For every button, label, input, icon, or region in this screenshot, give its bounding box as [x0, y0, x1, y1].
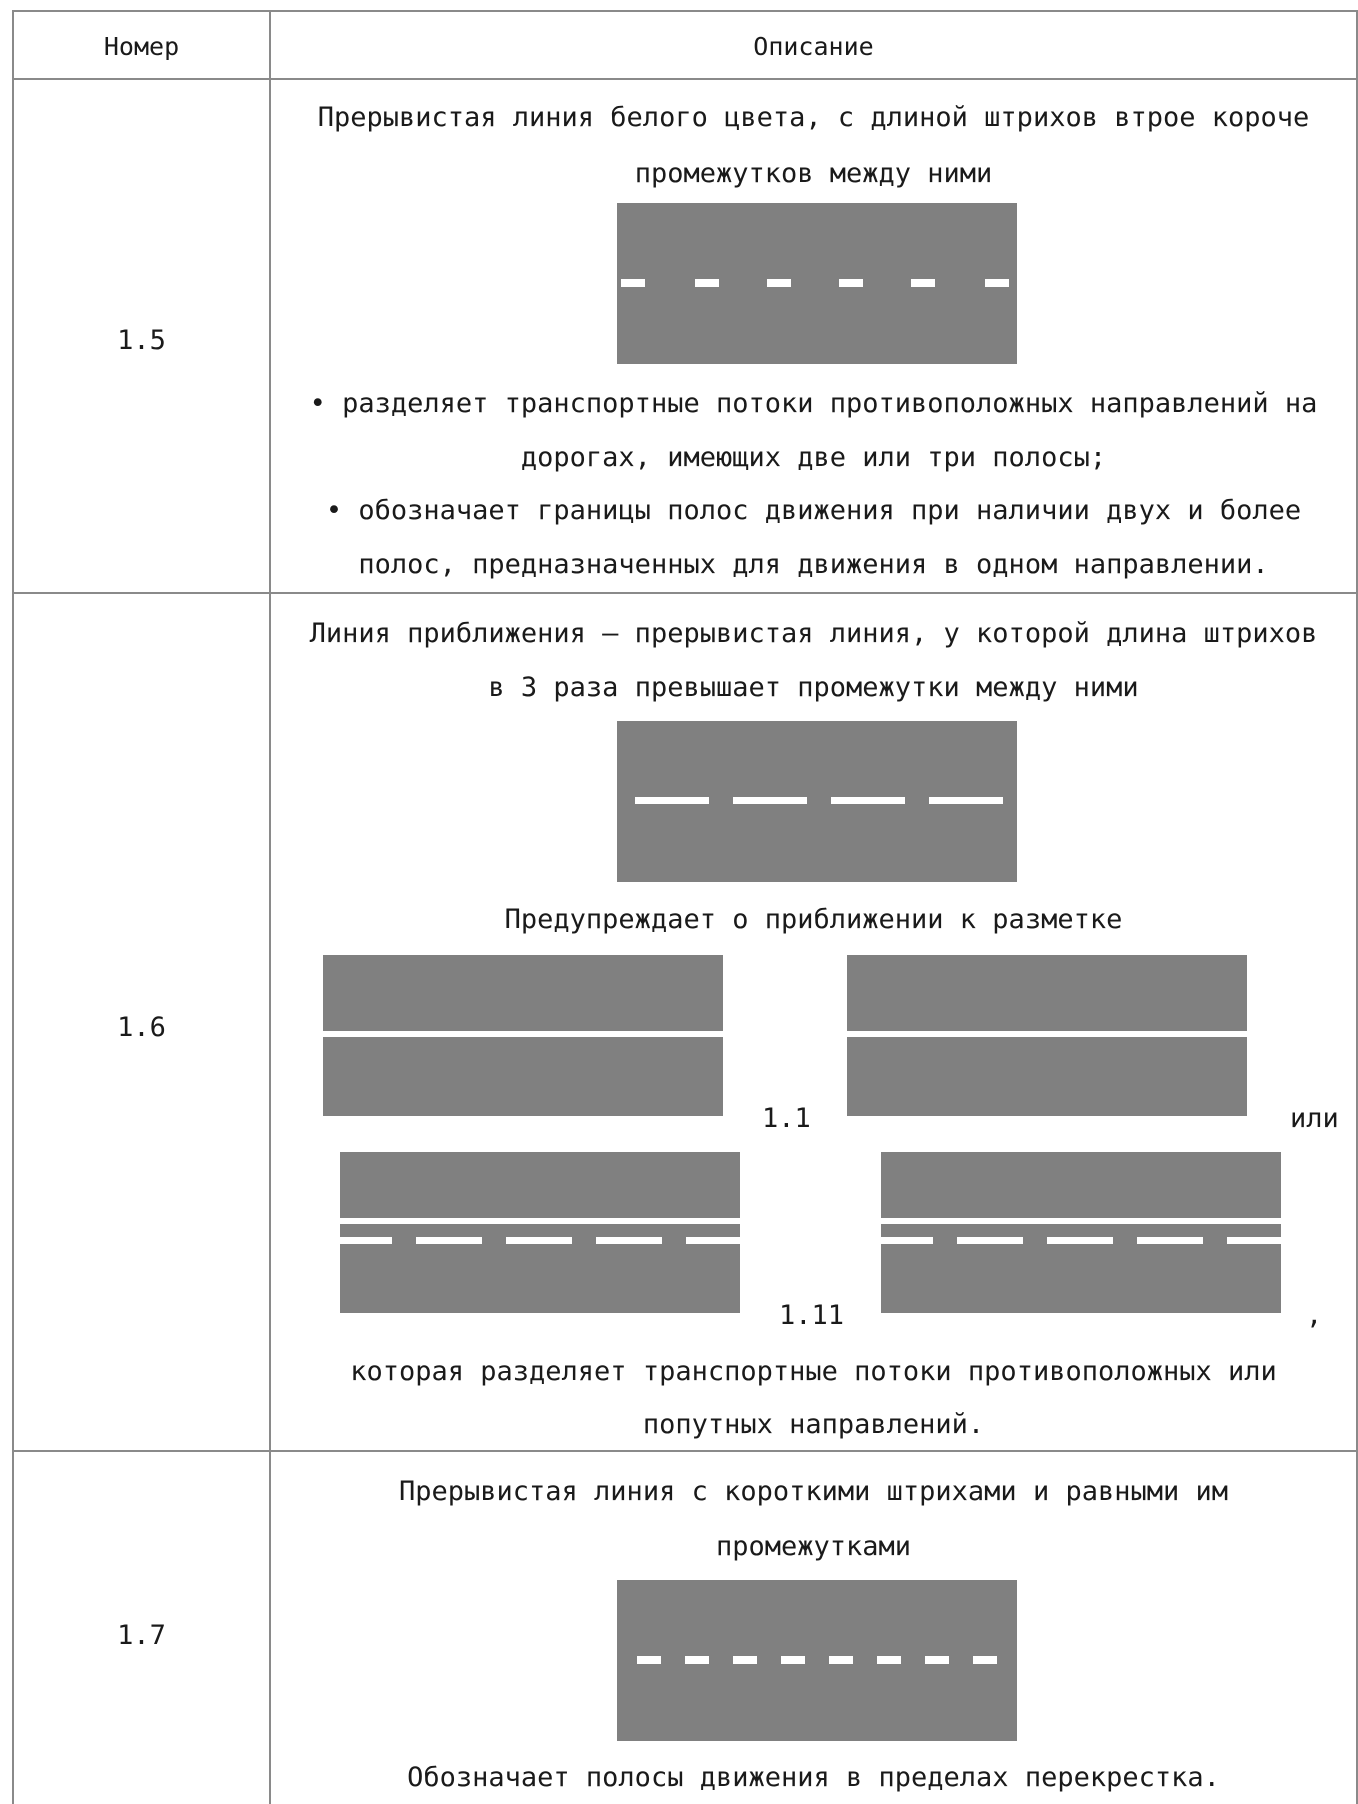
row-number: 1.7 [117, 1620, 166, 1651]
dash-mark [416, 1237, 482, 1244]
header-number: Номер [103, 32, 180, 61]
marking-ref-1-11: 1.11 [779, 1300, 845, 1331]
row-divider-1 [12, 592, 1358, 594]
solid-line-mark [847, 1031, 1247, 1037]
usage-line: дорогах, имеющих две или три полосы; [520, 442, 1107, 473]
road-solid-line-1-1-a [323, 955, 723, 1116]
dash-mark [957, 1237, 1023, 1244]
row-number: 1.6 [117, 1012, 166, 1043]
description-line: Прерывистая линия с короткими штрихами и… [398, 1476, 1229, 1507]
tail-line: которая разделяет транспортные потоки пр… [350, 1356, 1277, 1387]
comma: , [1306, 1300, 1323, 1331]
dash-mark [973, 1656, 997, 1664]
dash-mark [831, 797, 905, 804]
road-combined-line-1-11-b [881, 1152, 1281, 1313]
dash-mark [637, 1656, 661, 1664]
solid-line-mark [340, 1218, 740, 1224]
warning-text: Предупреждает о приближении к разметке [504, 904, 1123, 935]
dash-mark [506, 1237, 572, 1244]
dash-mark [1227, 1237, 1281, 1244]
usage-line: Обозначает полосы движения в пределах пе… [407, 1762, 1220, 1793]
road-combined-line-1-11-a [340, 1152, 740, 1313]
dash-mark [781, 1656, 805, 1664]
dash-mark [621, 279, 645, 287]
usage-line: • разделяет транспортные потоки противоп… [309, 388, 1318, 419]
dash-mark [1047, 1237, 1113, 1244]
description-line: в 3 раза превышает промежутки между ними [488, 672, 1139, 703]
dash-mark [635, 797, 709, 804]
row-number: 1.5 [117, 325, 166, 356]
dash-mark [1137, 1237, 1203, 1244]
dash-mark [733, 1656, 757, 1664]
solid-line-mark [323, 1031, 723, 1037]
table-border-right [1356, 10, 1358, 1804]
road-solid-line-1-1-b [847, 955, 1247, 1116]
table-border-top [12, 10, 1358, 12]
dash-mark [733, 797, 807, 804]
dash-mark [596, 1237, 662, 1244]
dash-mark [686, 1237, 740, 1244]
column-divider [269, 10, 271, 1804]
row-divider-2 [12, 1450, 1358, 1452]
description-line: промежутков между ними [634, 158, 993, 189]
dash-mark [925, 1656, 949, 1664]
dash-mark [929, 797, 1003, 804]
dash-mark [767, 279, 791, 287]
dash-mark [911, 279, 935, 287]
description-line: Линия приближения — прерывистая линия, у… [309, 618, 1318, 649]
dash-mark [877, 1656, 901, 1664]
usage-line: • обозначает границы полос движения при … [325, 495, 1302, 526]
dash-mark [685, 1656, 709, 1664]
dash-mark [985, 279, 1009, 287]
dash-mark [839, 279, 863, 287]
road-illustration-1-7 [617, 1580, 1017, 1741]
dash-mark [881, 1237, 933, 1244]
or-word: или [1290, 1103, 1339, 1134]
tail-line: попутных направлений. [642, 1409, 985, 1440]
row-divider-header [12, 78, 1358, 80]
usage-line: полос, предназначенных для движения в од… [358, 549, 1269, 580]
table-border-left [12, 10, 14, 1804]
road-illustration-1-6 [617, 721, 1017, 882]
road-illustration-1-5 [617, 203, 1017, 364]
description-line: Прерывистая линия белого цвета, с длиной… [317, 102, 1310, 133]
solid-line-mark [881, 1218, 1281, 1224]
header-description: Описание [753, 32, 874, 61]
description-line: промежутками [715, 1531, 912, 1562]
dash-mark [695, 279, 719, 287]
dash-mark [340, 1237, 392, 1244]
marking-ref-1-1: 1.1 [762, 1103, 811, 1134]
dash-mark [829, 1656, 853, 1664]
